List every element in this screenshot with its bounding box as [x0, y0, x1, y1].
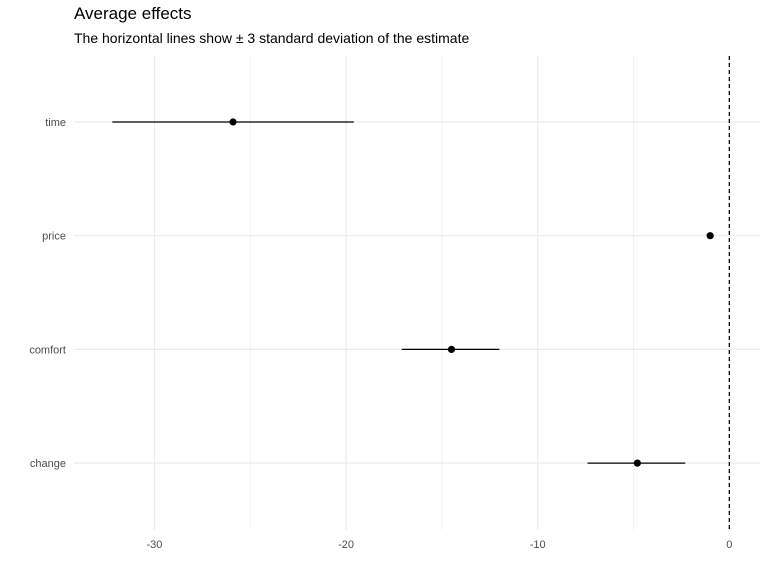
x-tick-label: 0 — [726, 539, 732, 551]
chart-subtitle: The horizontal lines show ± 3 standard d… — [74, 30, 470, 46]
estimate-point-price — [706, 232, 714, 240]
tick-label-layer: time price comfort change -30 -20 -10 0 — [29, 117, 732, 551]
estimate-point-time — [229, 118, 237, 126]
y-tick-label-time: time — [45, 117, 66, 129]
estimate-point-comfort — [447, 345, 456, 353]
y-tick-label-comfort: comfort — [29, 344, 66, 356]
x-tick-label: -20 — [338, 539, 354, 551]
y-tick-label-price: price — [42, 231, 66, 243]
chart-title: Average effects — [74, 4, 192, 23]
x-tick-label: -30 — [147, 539, 163, 551]
y-tick-label-change: change — [30, 458, 66, 470]
grid-layer — [74, 56, 760, 530]
marks-layer — [112, 118, 714, 467]
estimate-point-change — [633, 459, 641, 467]
x-tick-label: -10 — [530, 539, 546, 551]
